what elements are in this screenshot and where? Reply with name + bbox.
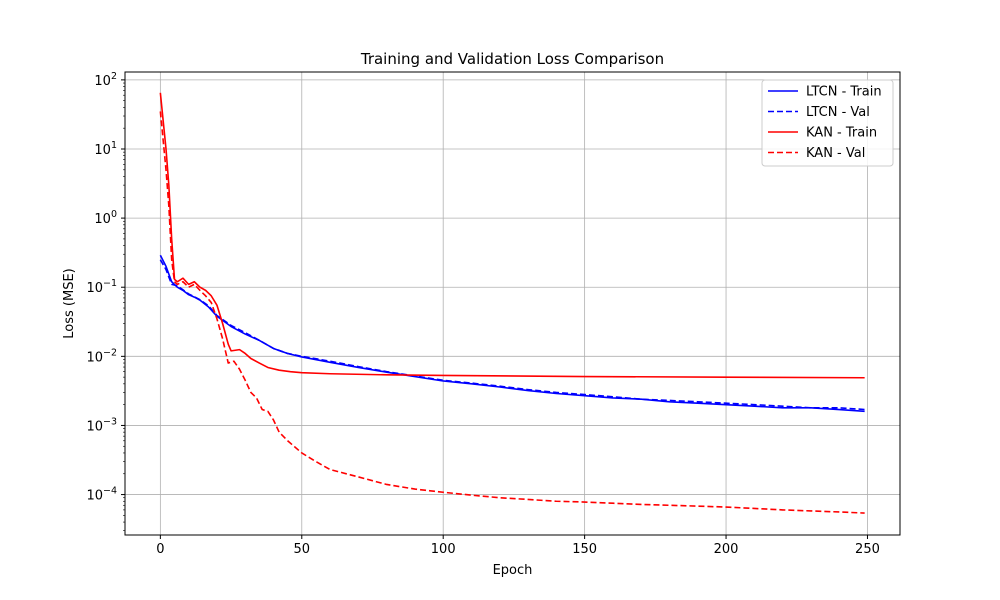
y-axis-ticks: 10−4 10−3 10−2 10−1 100 101 102 — [86, 71, 125, 532]
y-tick-label: 102 — [94, 71, 117, 89]
legend: LTCN - Train LTCN - Val KAN - Train KAN - V… — [761, 79, 894, 167]
x-tick-label: 50 — [294, 542, 311, 557]
plot-frame — [124, 71, 901, 536]
chart-title: Training and Validation Loss Comparison — [360, 50, 664, 68]
series-line-kan-val — [159, 111, 865, 514]
y-tick-label: 10−1 — [86, 278, 117, 296]
y-tick-label: 10−3 — [86, 416, 117, 434]
legend-label: LTCN - Val — [806, 105, 870, 120]
y-axis-title: Loss (MSE) — [62, 268, 77, 338]
y-tick-label: 10−4 — [86, 486, 117, 504]
x-axis-ticks: 0 50 100 150 200 250 — [156, 535, 880, 557]
x-tick-label: 200 — [714, 542, 739, 557]
series-line-ltcn-train — [159, 254, 865, 413]
series-lines — [159, 92, 865, 514]
y-tick-label: 100 — [94, 209, 117, 227]
legend-label: KAN - Val — [806, 146, 865, 161]
x-tick-label: 100 — [431, 542, 456, 557]
series-line-kan-train — [159, 92, 865, 379]
legend-label: LTCN - Train — [806, 85, 882, 100]
series-line-ltcn-val — [159, 259, 865, 411]
x-tick-label: 250 — [855, 542, 880, 557]
y-tick-label: 101 — [94, 140, 117, 158]
x-tick-label: 150 — [572, 542, 597, 557]
legend-box — [761, 79, 894, 167]
legend-label: KAN - Train — [806, 126, 877, 141]
y-tick-label: 10−2 — [86, 347, 117, 365]
x-tick-label: 0 — [156, 542, 164, 557]
x-axis-title: Epoch — [493, 563, 533, 578]
